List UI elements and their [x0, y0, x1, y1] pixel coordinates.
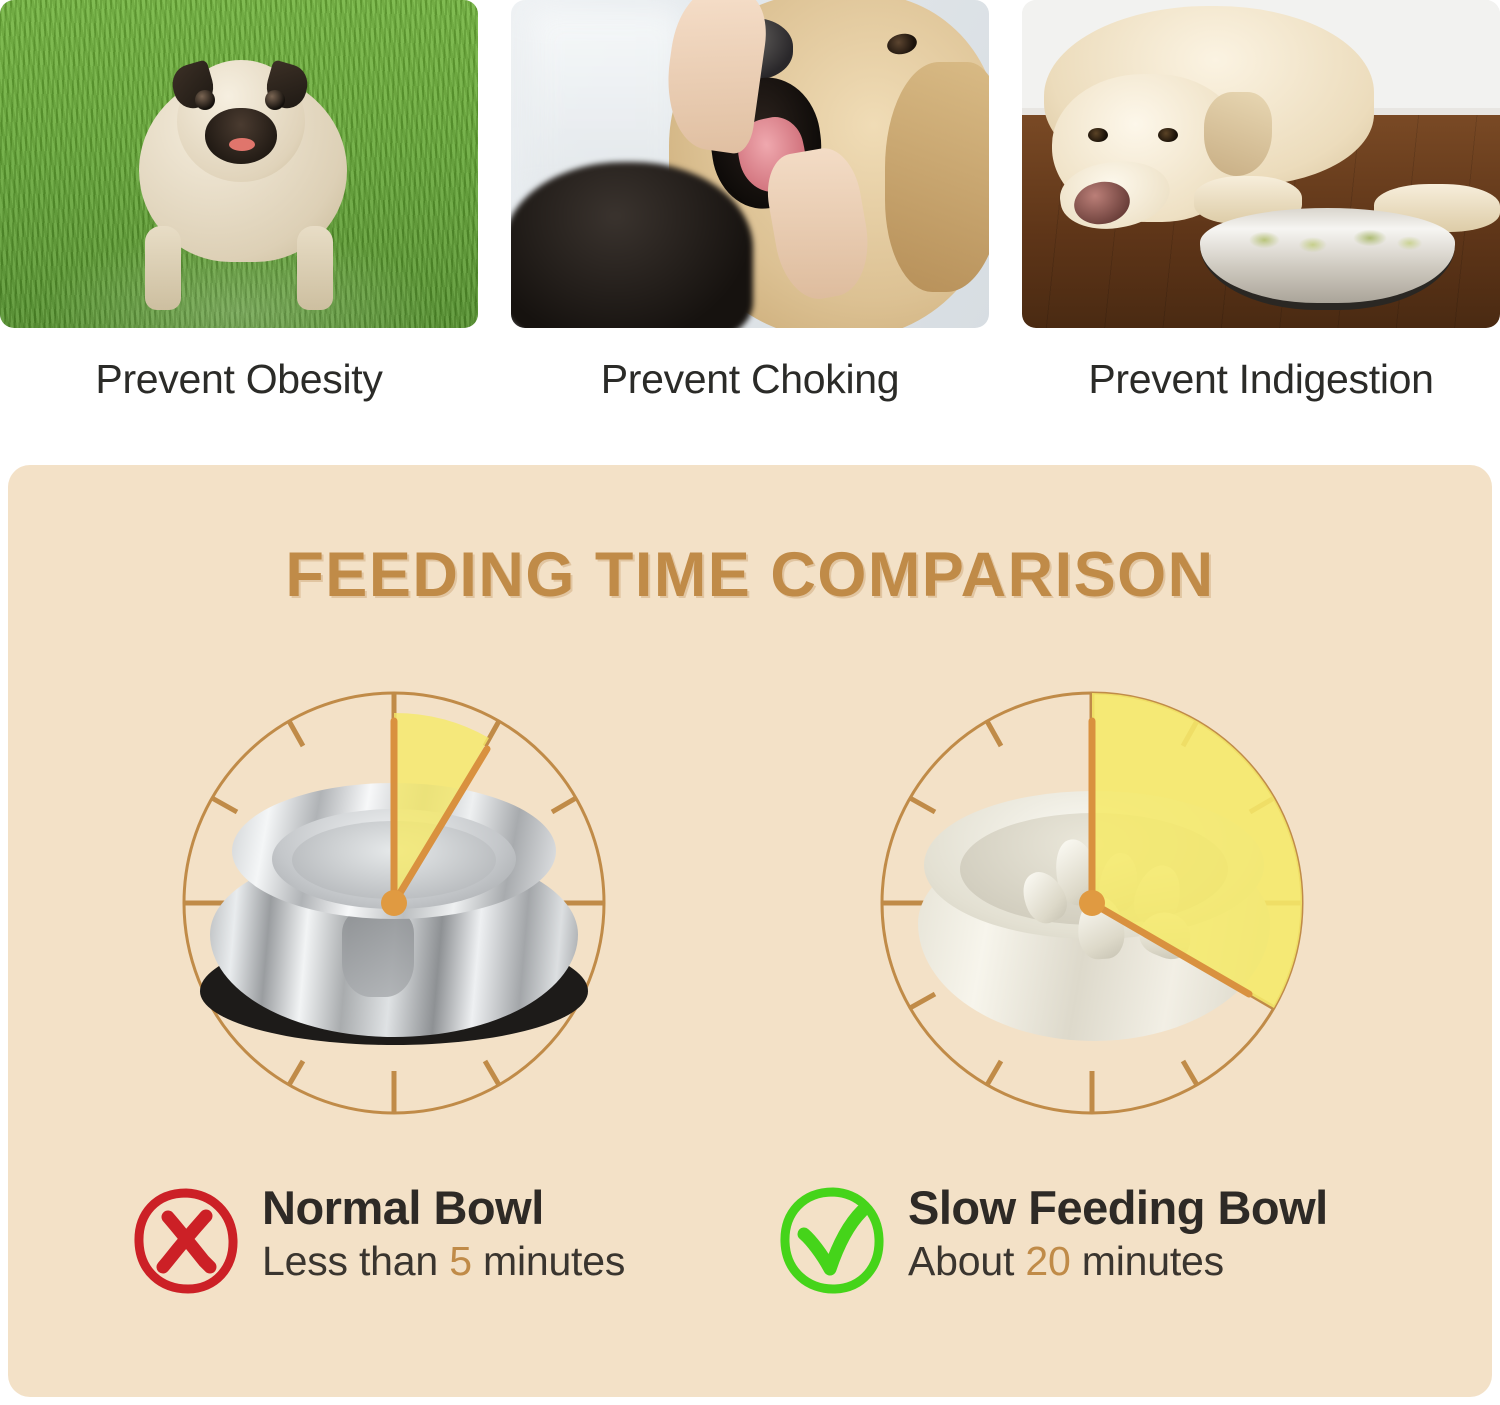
benefit-card-obesity: Prevent Obesity [0, 0, 478, 420]
result-text-block: Normal Bowl Less than 5 minutes [262, 1183, 625, 1285]
result-sub-number: 5 [449, 1238, 472, 1285]
pug-eye-right [265, 90, 285, 110]
minute-hand-end [1088, 899, 1253, 998]
benefits-row: Prevent Obesity Prevent Choking [0, 0, 1500, 420]
elapsed-time-wedge [394, 712, 489, 903]
steel-bowl-reflection [342, 911, 414, 997]
labrador-lying-by-bowl-photo [1022, 0, 1500, 328]
result-sub-prefix: Less than [262, 1238, 450, 1285]
result-title: Normal Bowl [262, 1181, 544, 1234]
result-subtitle: Less than 5 minutes [262, 1238, 625, 1285]
benefit-card-choking: Prevent Choking [511, 0, 989, 420]
golden-retriever-choking-photo [511, 0, 989, 328]
feeding-time-comparison-panel: FEEDING TIME COMPARISON [8, 465, 1492, 1397]
result-slow-feeding-bowl: Slow Feeding Bowl About 20 minutes [778, 1183, 1328, 1313]
clock-normal-bowl [182, 691, 606, 1115]
page-title: FEEDING TIME COMPARISON [285, 540, 1215, 610]
pug-leg-right [297, 226, 333, 310]
benefit-caption: Prevent Obesity [95, 356, 383, 402]
cross-mark-icon [132, 1187, 240, 1295]
clock-hands-slow [880, 691, 1304, 1115]
labrador-eye-left [1088, 128, 1108, 142]
result-normal-bowl: Normal Bowl Less than 5 minutes [132, 1183, 625, 1313]
results-row: Normal Bowl Less than 5 minutes Slow Fee… [8, 1183, 1492, 1323]
pug-eye-left [195, 90, 215, 110]
pug-tongue [229, 138, 255, 151]
check-mark-icon [778, 1187, 886, 1295]
fat-pug-on-grass-photo [0, 0, 478, 328]
person-head-silhouette [511, 162, 753, 328]
benefit-caption: Prevent Indigestion [1088, 356, 1434, 402]
food-in-bowl [1216, 220, 1436, 260]
result-sub-prefix: About [908, 1238, 1026, 1285]
clock-comparison-row [8, 465, 1492, 1397]
clock-slow-feeding-bowl [880, 691, 1304, 1115]
golden-retriever-ear [885, 62, 989, 292]
minute-hand-end [390, 745, 491, 907]
labrador-ear [1204, 92, 1272, 176]
result-sub-suffix: minutes [471, 1238, 626, 1285]
clock-center-pivot [1079, 890, 1105, 916]
benefit-caption: Prevent Choking [600, 356, 900, 402]
result-text-block: Slow Feeding Bowl About 20 minutes [908, 1183, 1328, 1285]
pug-leg-left [145, 226, 181, 310]
result-sub-number: 20 [1025, 1238, 1071, 1285]
result-sub-suffix: minutes [1070, 1238, 1224, 1285]
pug-muzzle [205, 108, 277, 164]
elapsed-time-wedge [1092, 693, 1303, 1008]
benefit-card-indigestion: Prevent Indigestion [1022, 0, 1500, 420]
result-title: Slow Feeding Bowl [908, 1181, 1328, 1234]
steel-bowl-on-floor [1200, 208, 1455, 310]
clock-center-pivot [381, 890, 407, 916]
labrador-eye-right [1158, 128, 1178, 142]
result-subtitle: About 20 minutes [908, 1238, 1328, 1285]
clock-hands-normal [182, 691, 606, 1115]
